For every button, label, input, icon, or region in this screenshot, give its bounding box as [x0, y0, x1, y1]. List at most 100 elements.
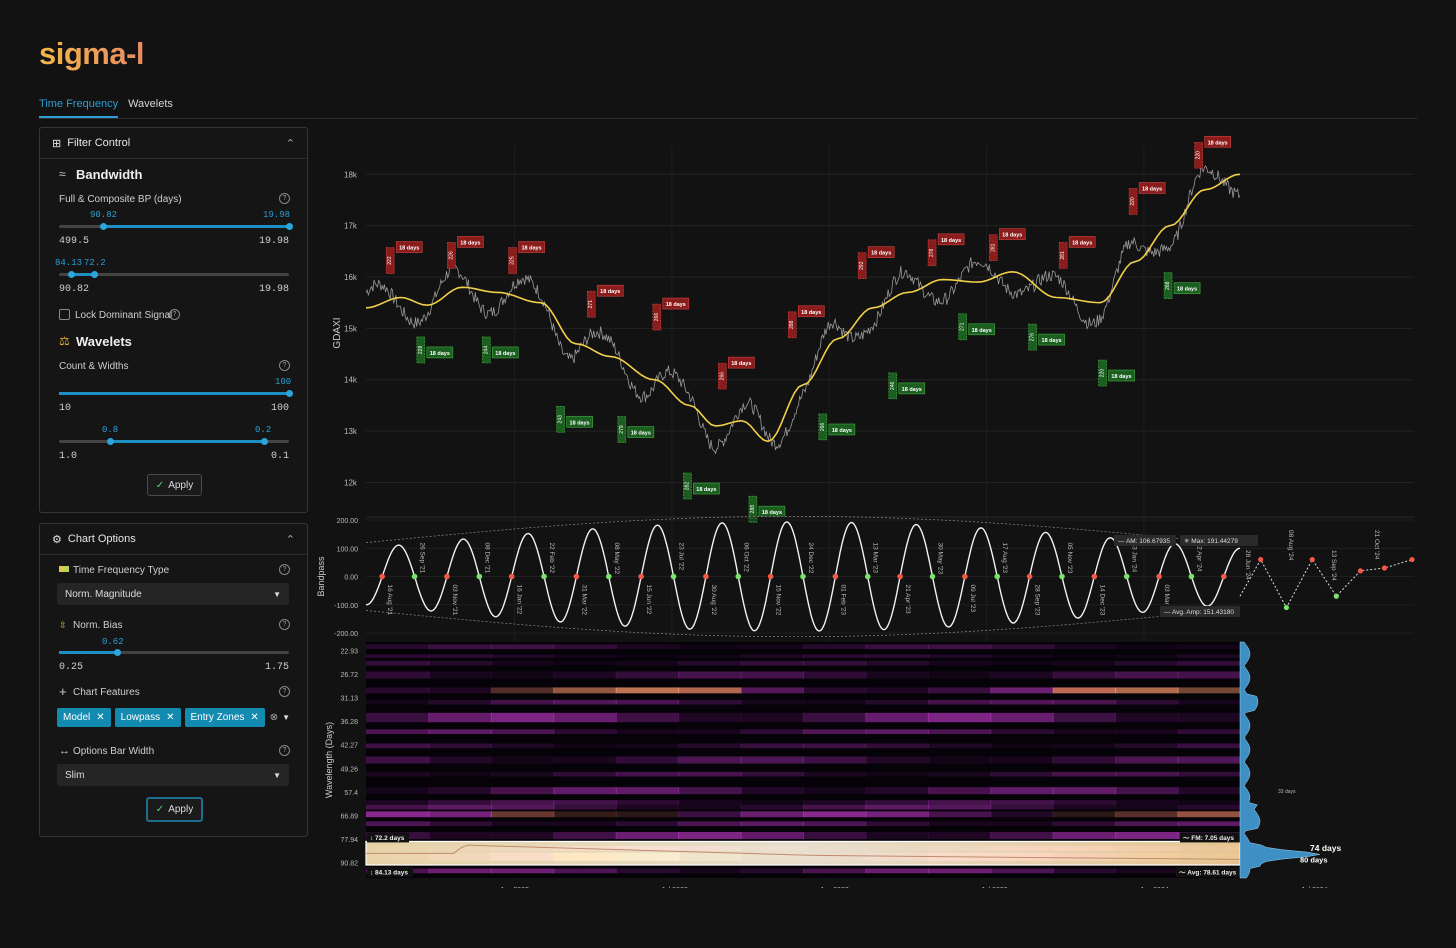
chevron-up-icon[interactable]: ⌃ [285, 533, 295, 546]
help-icon[interactable]: ? [279, 360, 290, 371]
filter-apply-button[interactable]: ✓ Apply [147, 474, 202, 496]
feature-chip-entry-zones[interactable]: Entry Zones ✕ [184, 707, 265, 727]
spectrogram-cell [490, 804, 555, 810]
chart-options-apply-label: Apply [168, 804, 194, 815]
caret-down-icon[interactable]: ▼ [282, 712, 290, 722]
chart-options-apply-button[interactable]: ✓ Apply [146, 797, 203, 822]
tab-wavelets[interactable]: Wavelets [128, 98, 173, 110]
help-icon[interactable]: ? [279, 619, 290, 630]
peak-zone: 281 18 days [988, 228, 1026, 262]
spectrogram-cell [803, 699, 867, 705]
help-icon[interactable]: ? [279, 745, 290, 756]
peak-zone: 288 18 days [787, 305, 825, 339]
zone-tag-box [1128, 188, 1138, 215]
wv-slider2-low-handle[interactable] [106, 438, 114, 445]
features-multiselect[interactable]: Model ✕ Lowpass ✕ Entry Zones ✕ ⊗ ▼ [57, 705, 290, 729]
bw-slider1-high-handle[interactable] [286, 223, 293, 230]
spectrogram-cell [428, 804, 492, 810]
spectrogram-cell [490, 821, 555, 827]
spectrogram-cell [927, 654, 992, 658]
feature-chip-model[interactable]: Model ✕ [57, 707, 111, 727]
zone-days-box [1068, 236, 1096, 248]
spectrogram-cell [1115, 654, 1179, 658]
spectrum-avg-label-text: 〜 Avg: 78.61 days [1179, 870, 1237, 877]
spectrogram-cell [927, 868, 992, 874]
clear-icon[interactable]: ⊗ [269, 711, 279, 723]
bp-date-label: 28 Jun '24 [1244, 550, 1251, 580]
wv-slider2-high-handle[interactable] [260, 438, 268, 445]
zone-tag-label: 266 [654, 313, 660, 322]
spectrogram-cell [803, 804, 867, 810]
fm-label-box [1180, 832, 1240, 843]
spectrogram-cell [1052, 743, 1117, 749]
help-icon[interactable]: ? [279, 686, 290, 697]
spectrogram-cell [490, 787, 555, 795]
trough-zone: 244 18 days [482, 336, 519, 364]
chart-svg[interactable]: 18k 17k 16k 15k 14k 13k 12k GDAXI 222 18 days 226 1… [314, 128, 1424, 894]
chart-area: 18k 17k 16k 15k 14k 13k 12k GDAXI 222 18 days 226 1… [314, 128, 1424, 894]
bw-slider1-track[interactable] [59, 223, 293, 230]
spectrogram-cell [366, 660, 430, 666]
spectrogram-cell [1052, 821, 1117, 827]
bw-slider2-low-handle[interactable] [67, 271, 75, 278]
wv-slider1-track[interactable] [59, 390, 293, 397]
selected-band-fill [366, 841, 1240, 866]
zone-tag-box [818, 413, 828, 441]
spectrogram-cell [803, 654, 867, 658]
bw-slider1-low-handle[interactable] [99, 223, 107, 230]
spectrogram-cell [740, 868, 804, 874]
spectrogram-cell [990, 660, 1054, 666]
zone-days-label: 18 days [801, 310, 821, 316]
bw-slider2-high-handle[interactable] [90, 271, 98, 278]
bias-slider-handle[interactable] [113, 649, 121, 656]
lock-checkbox[interactable] [59, 309, 70, 320]
bp-date-label: 17 Aug '23 [1001, 543, 1008, 574]
close-icon[interactable]: ✕ [166, 711, 175, 723]
zone-days-label: 18 days [666, 302, 686, 308]
spectrogram-cell [1052, 868, 1117, 874]
chevron-up-icon[interactable]: ⌃ [285, 137, 295, 150]
help-icon[interactable]: ? [279, 193, 290, 204]
feature-chip-lowpass[interactable]: Lowpass ✕ [114, 707, 181, 727]
spectrogram-cell [1115, 712, 1179, 723]
bp-date-label: 03 Nov '21 [451, 585, 458, 616]
peak-zone: 278 18 days [927, 233, 965, 267]
spectrogram-cell [1177, 800, 1241, 805]
check-icon: ✓ [155, 804, 165, 815]
zone-tag-box [652, 303, 662, 331]
wv-slider2-track[interactable] [59, 438, 289, 445]
spectrogram-cell [1052, 660, 1117, 666]
wavelets-heading: Wavelets [76, 334, 132, 349]
y-tick-label: 22.93 [340, 648, 358, 655]
spectrogram-cell [490, 654, 555, 658]
zone-days-box [426, 346, 454, 359]
wv-slider1-handle[interactable] [286, 390, 293, 397]
bias-slider-track[interactable] [59, 649, 289, 656]
tf-type-select[interactable]: Norm. Magnitude ▼ [57, 583, 289, 605]
zone-tag-label: 228 [418, 346, 424, 355]
spectrogram-cell [990, 771, 1054, 777]
avg-amp-label-text: — Avg. Amp: 151.43180 [1164, 609, 1234, 616]
spectrogram-cell [1177, 771, 1241, 777]
close-icon[interactable]: ✕ [96, 711, 105, 723]
bias-value: 0.62 [102, 637, 124, 647]
spectrogram-cell [553, 671, 617, 679]
close-icon[interactable]: ✕ [250, 711, 259, 723]
y-tick-label: 36.28 [340, 719, 358, 726]
bp-peak-dot [1221, 573, 1227, 580]
help-icon[interactable]: ? [279, 564, 290, 575]
trough-zone: 246 18 days [888, 372, 926, 400]
zone-tag-label: 220 [1130, 197, 1136, 206]
tab-time-frequency[interactable]: Time Frequency [39, 94, 119, 118]
spectrogram-cell [366, 756, 430, 764]
filter-control-header[interactable]: ⊞ Filter Control ⌃ [40, 128, 307, 159]
help-icon[interactable]: ? [169, 309, 180, 320]
chart-options-header[interactable]: ⚙ Chart Options ⌃ [40, 524, 307, 555]
bar-width-select[interactable]: Slim ▼ [57, 764, 289, 786]
bw-slider2-track[interactable] [59, 271, 289, 278]
spectrogram-cell [1115, 644, 1179, 650]
zone-tag-box [482, 336, 491, 364]
spectrogram-cell [865, 787, 929, 795]
spectrogram-cell [1115, 821, 1179, 827]
chart-options-panel: ⚙ Chart Options ⌃ Time Frequency Type ? … [39, 523, 308, 837]
